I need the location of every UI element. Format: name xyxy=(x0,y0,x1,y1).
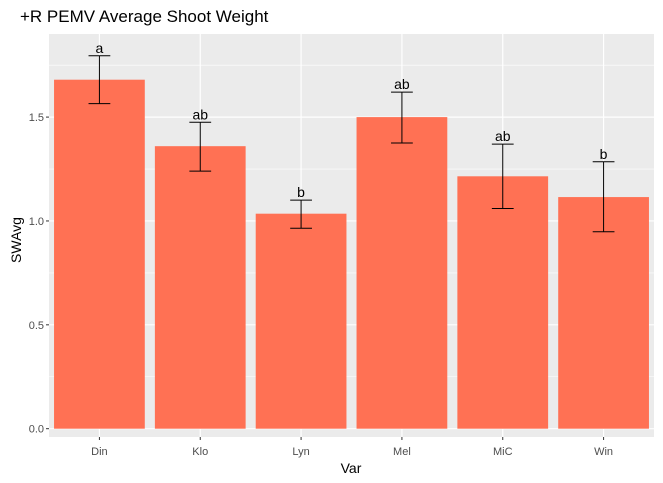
error-bar-mel xyxy=(391,91,413,144)
significance-labels: a ab b ab ab b xyxy=(96,40,608,200)
significance-label: ab xyxy=(394,76,410,92)
significance-label: b xyxy=(297,184,305,200)
error-bar-lyn xyxy=(290,199,312,229)
error-bar-din xyxy=(88,55,111,105)
y-tick-label: 0.5 xyxy=(29,320,44,332)
x-tick-label: Mel xyxy=(393,446,411,458)
significance-label: a xyxy=(96,40,104,56)
bar-win xyxy=(558,197,649,429)
significance-label: b xyxy=(600,146,608,162)
x-tick-label: Lyn xyxy=(292,446,309,458)
bars xyxy=(54,79,649,429)
x-tick-label: MiC xyxy=(493,446,513,458)
error-bar-mic xyxy=(491,143,514,209)
y-tick-label: 1.5 xyxy=(29,112,44,124)
y-axis: 0.0 0.5 1.0 1.5 xyxy=(29,112,49,436)
y-tick-label: 0.0 xyxy=(29,424,44,436)
y-tick-label: 1.0 xyxy=(29,216,44,228)
bar-din xyxy=(54,79,145,429)
bar-mel xyxy=(356,117,448,429)
error-bar-win xyxy=(592,161,615,233)
bar-mic xyxy=(457,176,549,429)
significance-label: ab xyxy=(192,106,208,122)
bar-lyn xyxy=(255,213,347,429)
x-axis-title: Var xyxy=(341,460,362,476)
x-tick-label: Win xyxy=(594,446,613,458)
x-tick-label: Din xyxy=(91,446,108,458)
chart-title: +R PEMV Average Shoot Weight xyxy=(20,7,269,26)
error-bars xyxy=(88,55,615,233)
bar-klo xyxy=(154,146,246,429)
x-axis: Din Klo Lyn Mel MiC Win xyxy=(91,437,613,458)
y-axis-title: SWAvg xyxy=(8,217,24,263)
significance-label: ab xyxy=(495,128,511,144)
plot-panel xyxy=(49,34,654,437)
x-tick-label: Klo xyxy=(192,446,208,458)
error-bar-klo xyxy=(189,121,212,172)
minor-gridlines xyxy=(49,64,654,378)
